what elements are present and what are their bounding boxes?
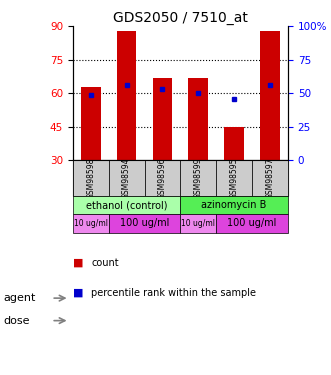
Text: ■: ■ <box>73 258 83 267</box>
Bar <box>117 31 136 160</box>
Text: GSM98595: GSM98595 <box>230 158 239 199</box>
Text: GSM98597: GSM98597 <box>265 158 274 199</box>
Bar <box>109 160 145 196</box>
Text: 10 ug/ml: 10 ug/ml <box>74 219 108 228</box>
Text: agent: agent <box>3 293 36 303</box>
Bar <box>216 160 252 196</box>
Bar <box>109 214 180 232</box>
Bar <box>81 87 101 160</box>
Bar <box>216 214 288 232</box>
Text: ethanol (control): ethanol (control) <box>86 200 167 210</box>
Text: percentile rank within the sample: percentile rank within the sample <box>91 288 256 297</box>
Text: dose: dose <box>3 316 30 326</box>
Bar <box>252 160 288 196</box>
Bar <box>180 214 216 232</box>
Bar <box>145 160 180 196</box>
Text: 100 ug/ml: 100 ug/ml <box>120 218 169 228</box>
Text: ■: ■ <box>73 288 83 297</box>
Bar <box>73 160 109 196</box>
Bar <box>260 31 280 160</box>
Text: count: count <box>91 258 118 267</box>
Title: GDS2050 / 7510_at: GDS2050 / 7510_at <box>113 11 248 25</box>
Text: GSM98599: GSM98599 <box>194 158 203 199</box>
Bar <box>188 78 208 160</box>
Bar <box>73 214 109 232</box>
Bar <box>224 127 244 160</box>
Bar <box>180 160 216 196</box>
Bar <box>153 78 172 160</box>
Text: GSM98598: GSM98598 <box>86 158 95 199</box>
Text: azinomycin B: azinomycin B <box>202 200 267 210</box>
Text: 10 ug/ml: 10 ug/ml <box>181 219 215 228</box>
Text: GSM98594: GSM98594 <box>122 158 131 199</box>
Text: GSM98596: GSM98596 <box>158 158 167 199</box>
Bar <box>180 196 288 214</box>
Text: 100 ug/ml: 100 ug/ml <box>227 218 277 228</box>
Bar <box>73 196 180 214</box>
